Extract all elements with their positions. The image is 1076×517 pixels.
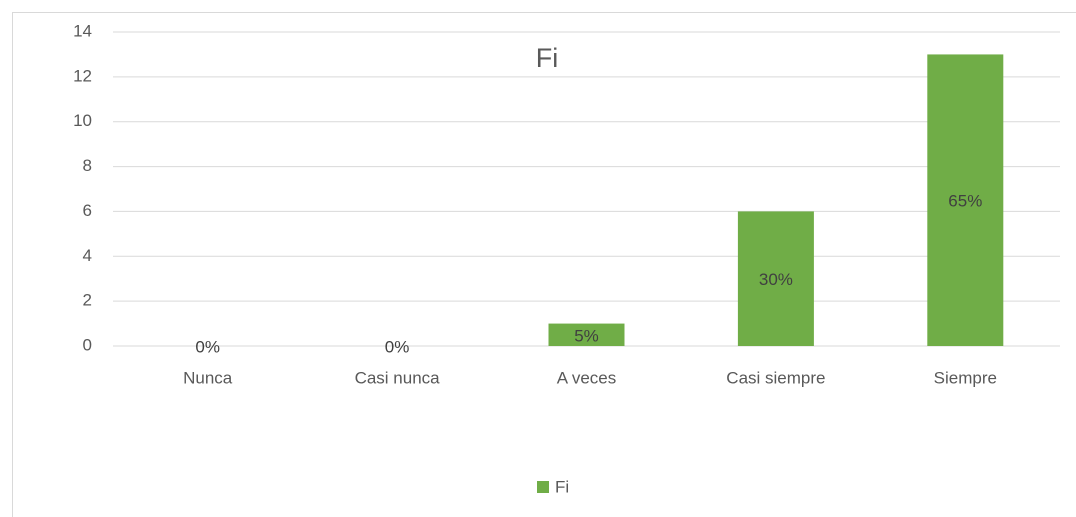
data-label: 0% xyxy=(195,337,220,356)
data-label: 65% xyxy=(948,192,982,211)
chart-title: Fi xyxy=(536,43,559,73)
data-label: 0% xyxy=(385,337,410,356)
y-tick-label: 12 xyxy=(73,66,92,85)
bar xyxy=(548,323,625,346)
y-tick-label: 6 xyxy=(83,201,92,220)
data-label: 30% xyxy=(759,270,793,289)
data-label: 5% xyxy=(574,326,599,345)
y-tick-label: 10 xyxy=(73,111,92,130)
x-tick-label: Casi nunca xyxy=(355,368,441,387)
x-tick-label: A veces xyxy=(557,368,617,387)
x-tick-label: Siempre xyxy=(934,368,997,387)
y-tick-label: 14 xyxy=(73,21,92,40)
x-tick-label: Casi siempre xyxy=(726,368,825,387)
chart-frame xyxy=(12,12,1076,517)
x-tick-label: Nunca xyxy=(183,368,233,387)
y-tick-label: 0 xyxy=(83,335,92,354)
y-tick-label: 8 xyxy=(83,156,92,175)
bar xyxy=(927,54,1004,347)
legend-swatch xyxy=(537,481,549,493)
bar xyxy=(737,211,814,346)
y-tick-label: 2 xyxy=(83,291,92,310)
y-tick-label: 4 xyxy=(83,246,92,265)
legend-label: Fi xyxy=(555,477,569,496)
